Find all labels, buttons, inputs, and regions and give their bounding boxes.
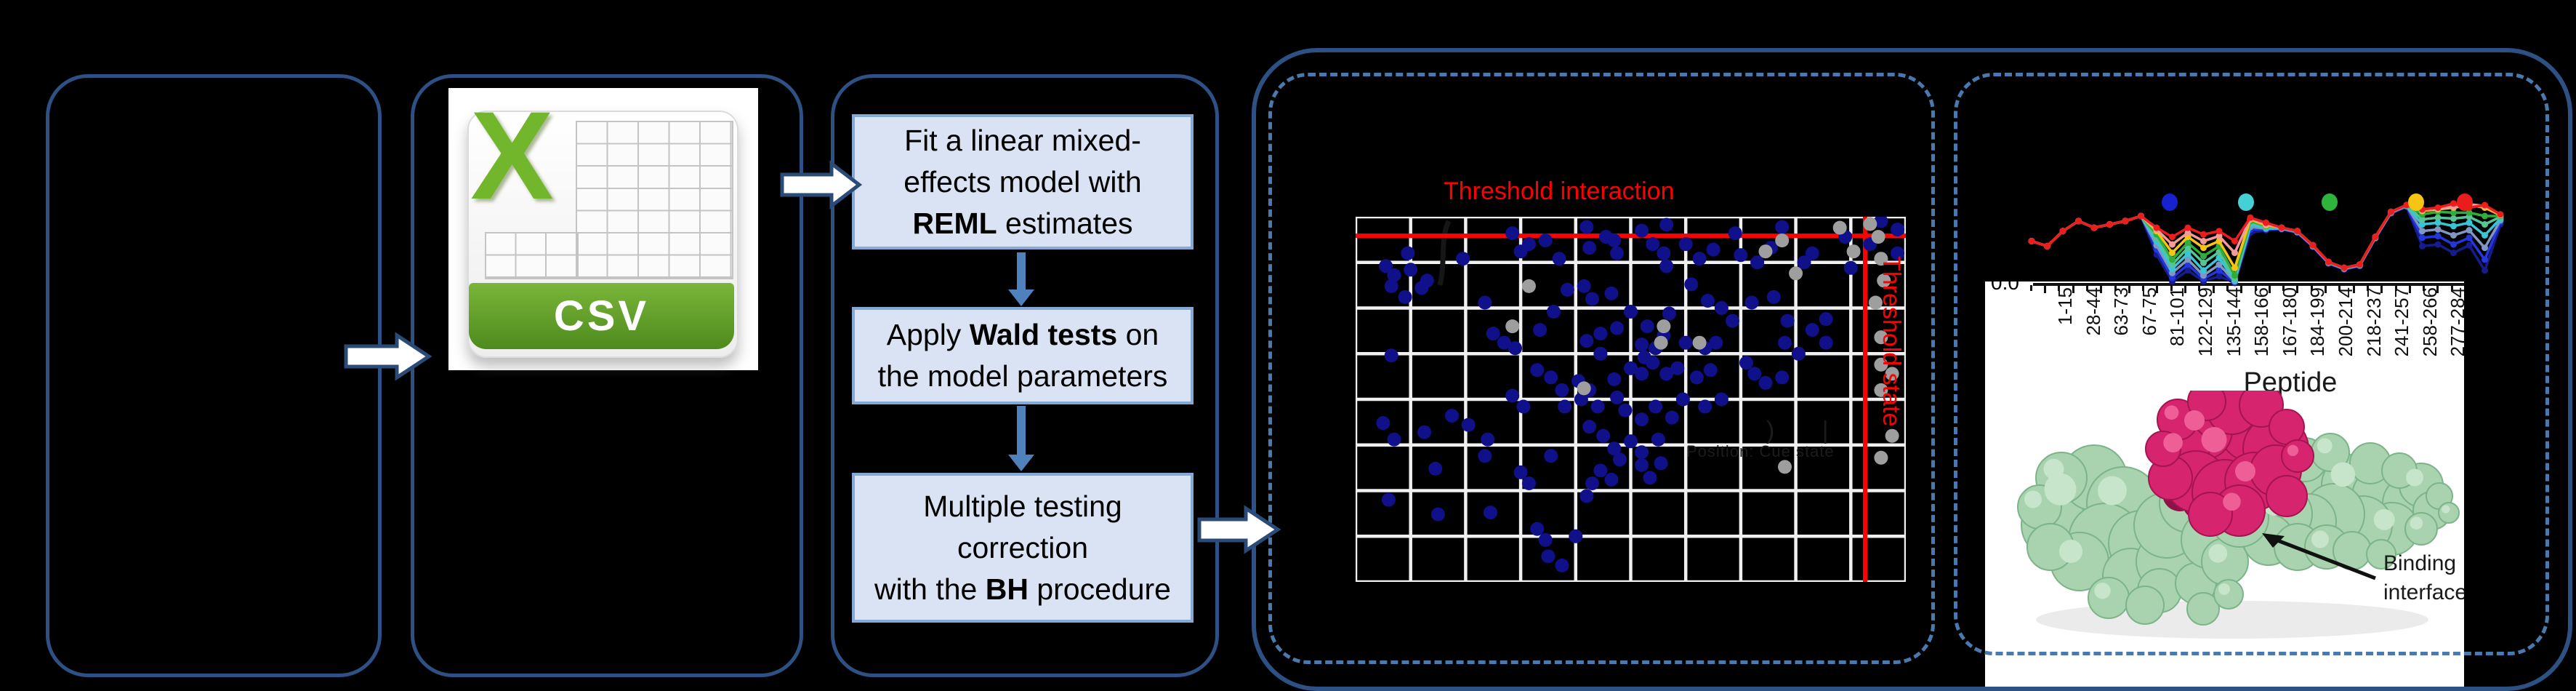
step-fit-lme-model: Fit a linear mixed-effects model with REM…: [852, 114, 1194, 249]
spreadsheet-grid-icon: [576, 121, 733, 279]
step-fit-lme-model-label: Fit a linear mixed-effects model with REM…: [903, 123, 1142, 240]
axis-tick: [2436, 285, 2439, 293]
csv-banner: CSV: [469, 283, 734, 349]
axis-tick: [2268, 285, 2271, 293]
axis-tick-minor: [2226, 285, 2229, 291]
axis-tick-minor: [2198, 285, 2201, 291]
step-bh-correction: Multiple testing correction with the BH pr…: [852, 473, 1194, 623]
axis-tick: [2044, 285, 2046, 293]
axis-tick: [2240, 285, 2243, 293]
axis-tick: [2408, 285, 2411, 293]
axis-tick: [2128, 285, 2130, 293]
axis-tick: [2212, 285, 2215, 293]
spreadsheet-grid-small-icon: [485, 232, 579, 279]
binding-interface-label: Binding interface: [2383, 549, 2464, 607]
axis-tick-minor: [2366, 285, 2369, 291]
y-axis-tick-label: 0.0: [1991, 281, 2019, 294]
axis-tick: [2156, 285, 2159, 293]
axis-tick: [2380, 285, 2383, 293]
axis-tick-minor: [2423, 285, 2426, 291]
binding-label-line2: interface: [2383, 580, 2464, 604]
threshold-interaction-label: Threshold interaction: [1444, 177, 1675, 205]
axis-tick: [2325, 285, 2327, 293]
axis-tick-minor: [2085, 285, 2088, 291]
axis-tick: [2072, 285, 2074, 293]
axis-tick: [2184, 285, 2186, 293]
axis-tick-minor: [2058, 285, 2061, 291]
scatter-panel-border: [1268, 73, 1935, 664]
axis-tick-minor: [2394, 285, 2397, 291]
input-box-empty: [46, 74, 382, 677]
csv-box: [411, 74, 803, 677]
statistics-box: [831, 74, 1219, 677]
axis-tick: [2100, 285, 2103, 293]
axis-tick: [2296, 285, 2299, 293]
axis-tick-minor: [2170, 285, 2173, 291]
axis-tick-minor: [2338, 285, 2341, 291]
axis-tick: [2352, 285, 2355, 293]
threshold-state-label: Threshold state: [1877, 256, 1905, 427]
csv-file-image: X CSV: [448, 88, 758, 370]
axis-tick-minor: [2310, 285, 2313, 291]
step-bh-correction-label: Multiple testing correction with the BH pr…: [874, 489, 1171, 606]
csv-file-icon: X CSV: [467, 93, 738, 358]
axis-tick-minor: [2450, 285, 2453, 291]
csv-label: CSV: [553, 292, 650, 340]
axis-tick-minor: [2282, 285, 2285, 291]
axis-tick-minor: [2114, 285, 2117, 291]
axis-tick-minor: [2142, 285, 2145, 291]
binding-label-line1: Binding: [2383, 551, 2457, 575]
axis-tick-minor: [2029, 285, 2032, 291]
axis-tick-minor: [2254, 285, 2257, 291]
excel-x-icon: X: [470, 86, 554, 225]
step-wald-tests: Apply Wald tests on the model parameters: [852, 307, 1194, 404]
step-wald-tests-label: Apply Wald tests on the model parameters: [877, 318, 1168, 393]
uptake-panel-border: [1954, 73, 2549, 655]
